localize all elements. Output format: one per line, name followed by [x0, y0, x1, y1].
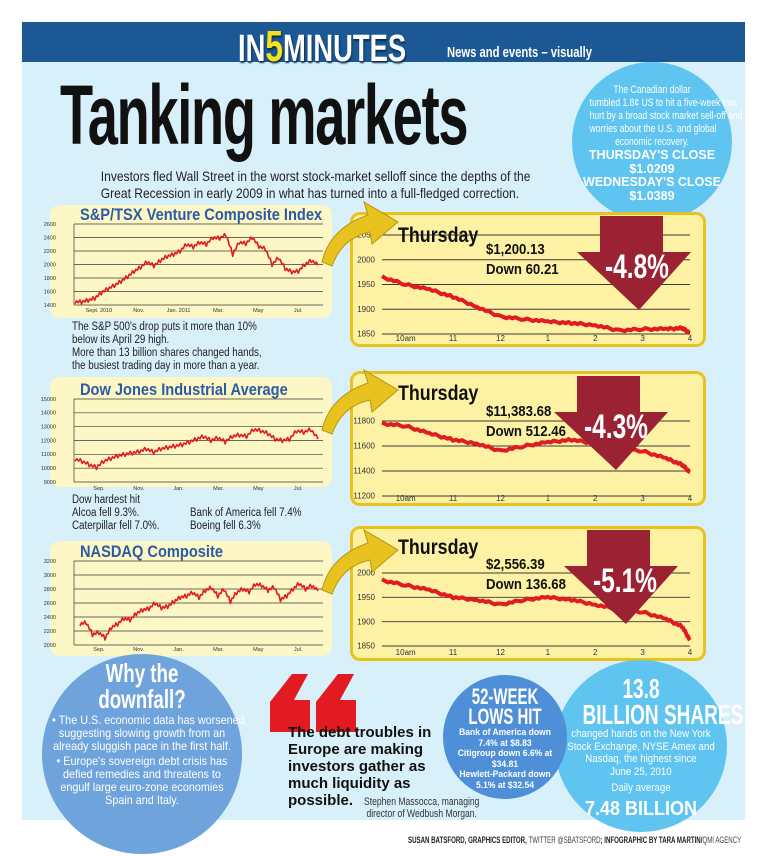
canadian-dollar-bubble: The Canadian dollar tumbled 1.8¢ US to h… — [572, 62, 743, 222]
why-bullet: already sluggish pace in the first half. — [53, 739, 231, 753]
chart-title: NASDAQ Composite — [80, 542, 223, 561]
day-label: Thursday — [398, 224, 479, 247]
dow-note-right: Bank of America fell 7.4% Boeing fell 6.3… — [190, 507, 302, 532]
agency-credit: QMI AGENCY — [702, 835, 742, 845]
why-title: Why the — [105, 658, 179, 688]
brand-logo: IN5MINUTES — [238, 22, 407, 71]
close-values: $2,556.39 Down 136.68 — [486, 556, 566, 593]
down-arrow-icon — [577, 216, 691, 310]
wednesday-close-value: $1.0389 — [629, 188, 675, 203]
lows-title: 52-WEEK — [471, 684, 539, 709]
shares-number: 13.8 — [622, 673, 660, 704]
quote-mark-icon — [270, 674, 356, 732]
shares-text: Stock Exchange, NYSE Amex and — [567, 740, 715, 753]
wednesday-close-label: WEDNESDAY'S CLOSE — [583, 175, 721, 189]
lows-text: $34.81 — [491, 758, 519, 769]
quote-attribution: Stephen Massocca, managing director of We… — [364, 796, 480, 820]
dow-note: Dow hardest hit Alcoa fell 9.3%. Caterpill… — [72, 494, 160, 532]
cad-text: worries about the U.S. and global — [589, 123, 717, 135]
why-bullet: defied remedies and threatens to — [63, 767, 221, 781]
cad-text: tumbled 1.8¢ US to hit a five-week low, — [589, 97, 738, 109]
shares-text: Nasdaq, the highest since — [585, 753, 697, 765]
lows-text: 7.4% at $8.83 — [478, 737, 532, 748]
why-bullet: suggesting slowing growth from an — [58, 726, 226, 740]
header-bar — [22, 22, 745, 62]
lows-text: Citigroup down 6.6% at — [457, 748, 553, 758]
shares-bubble: 13.8 BILLION SHARES changed hands on the… — [555, 660, 743, 832]
percent-change: -4.3% — [584, 408, 648, 446]
day-label: Thursday — [398, 536, 479, 559]
page-title: Tanking markets — [60, 68, 469, 162]
chart-title: Dow Jones Industrial Average — [80, 380, 288, 399]
why-bullet: • The U.S. economic data has worsened, — [52, 713, 248, 727]
why-downfall-bubble: Why the downfall? • The U.S. economic da… — [42, 654, 248, 854]
close-values: $1,200.13 Down 60.21 — [486, 241, 559, 278]
cad-text: economic recovery. — [615, 136, 689, 148]
day-label: Thursday — [398, 382, 479, 405]
gold-arrow-icon — [321, 200, 399, 267]
quote-text: The debt troubles in Europe are making inv… — [288, 724, 432, 809]
lows-text: 5.1% at $32.54 — [475, 779, 534, 790]
why-title: downfall? — [98, 684, 186, 714]
why-bullet: Spain and Italy. — [105, 793, 179, 807]
shares-text: June 25, 2010 — [610, 765, 672, 778]
sp-note: The S&P 500's drop puts it more than 10%… — [72, 321, 262, 372]
percent-change: -5.1% — [593, 562, 657, 600]
gold-arrow-icon — [321, 528, 399, 595]
why-bullet: engulf large euro-zone economies — [60, 780, 224, 794]
down-arrow-icon — [564, 530, 678, 624]
credit-line: SUSAN BATSFORD, GRAPHICS EDITOR, TWITTER… — [408, 835, 742, 845]
percent-change: -4.8% — [605, 248, 669, 286]
cad-text: The Canadian dollar — [613, 84, 691, 96]
daily-average-value: 7.48 BILLION — [584, 797, 698, 820]
tagline: News and events – visually — [447, 44, 593, 61]
lows-bubble: 52-WEEK LOWS HIT Bank of America down 7.… — [443, 675, 567, 799]
subtitle: Investors fled Wall Street in the worst … — [100, 168, 531, 201]
thursday-close-label: THURSDAY'S CLOSE — [588, 148, 716, 162]
cad-text: hurt by a broad stock market sell-off an… — [589, 110, 743, 122]
gold-arrow-icon — [321, 368, 399, 435]
daily-average-label: Daily average — [611, 782, 671, 794]
why-bullet: • Europe's sovereign debt crisis has — [56, 754, 228, 768]
lows-text: Bank of America down — [459, 727, 551, 737]
thursday-close-value: $1.0209 — [629, 161, 675, 176]
shares-text: changed hands on the New York — [571, 728, 711, 740]
lows-title: LOWS HIT — [468, 704, 542, 729]
lows-text: Hewlett-Packard down — [459, 769, 551, 779]
chart-title: S&P/TSX Venture Composite Index — [80, 205, 323, 224]
